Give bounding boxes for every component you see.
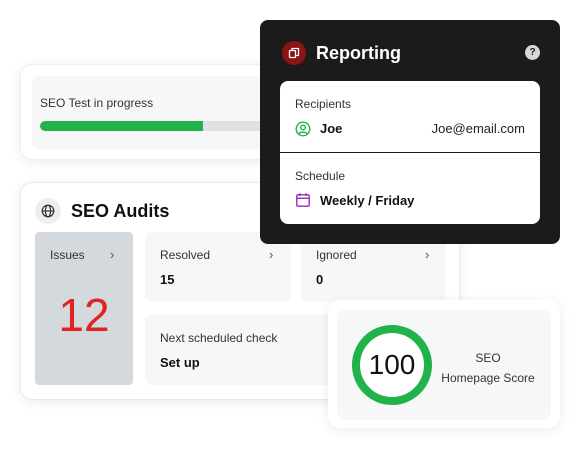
chevron-right-icon: › — [269, 247, 274, 262]
progress-card: SEO Test in progress — [20, 64, 300, 160]
ignored-count: 0 — [316, 272, 324, 287]
calendar-icon — [295, 192, 311, 208]
recipient-name: Joe — [320, 121, 343, 136]
seo-audits-title: SEO Audits — [71, 201, 170, 221]
issues-count: 12 — [58, 289, 110, 341]
progress-bar — [40, 121, 270, 131]
reporting-panel: Reporting ? Recipients Joe Joe@email.com… — [260, 20, 560, 244]
progress-label: SEO Test in progress — [40, 96, 154, 110]
score-value: 100 — [368, 349, 416, 380]
recipients-label: Recipients — [295, 97, 352, 111]
globe-icon — [35, 198, 61, 224]
progress-bar-fill — [40, 121, 204, 131]
resolved-count: 15 — [160, 272, 175, 287]
issues-label: Issues — [50, 248, 85, 262]
score-ring — [352, 325, 432, 405]
user-circle-icon — [295, 121, 311, 137]
help-icon[interactable]: ? — [525, 45, 540, 60]
next-check-label: Next scheduled check — [160, 331, 278, 345]
set-up-link[interactable]: Set up — [160, 355, 200, 370]
chevron-right-icon: › — [425, 247, 430, 262]
progress-panel — [32, 76, 290, 150]
divider — [280, 152, 540, 153]
resolved-label: Resolved — [160, 248, 211, 262]
chevron-right-icon: › — [110, 247, 115, 262]
reporting-title: Reporting — [316, 43, 401, 63]
reporting-details: Recipients Joe Joe@email.com Schedule We… — [280, 81, 540, 224]
schedule-label: Schedule — [295, 169, 346, 183]
score-panel: 100 SEO Homepage Score — [337, 310, 551, 420]
score-ring-fill — [352, 325, 432, 405]
recipient-email: Joe@email.com — [431, 121, 525, 136]
homepage-score-card: 100 SEO Homepage Score — [328, 300, 560, 428]
score-label-line1: SEO — [475, 351, 501, 365]
copy-icon — [282, 41, 306, 65]
score-label-line2: Homepage Score — [441, 371, 535, 385]
score-label: SEO Homepage Score — [438, 348, 538, 388]
schedule-value[interactable]: Weekly / Friday — [320, 193, 415, 208]
ignored-label: Ignored — [316, 248, 357, 262]
issues-tile[interactable]: Issues › 12 — [35, 232, 133, 385]
